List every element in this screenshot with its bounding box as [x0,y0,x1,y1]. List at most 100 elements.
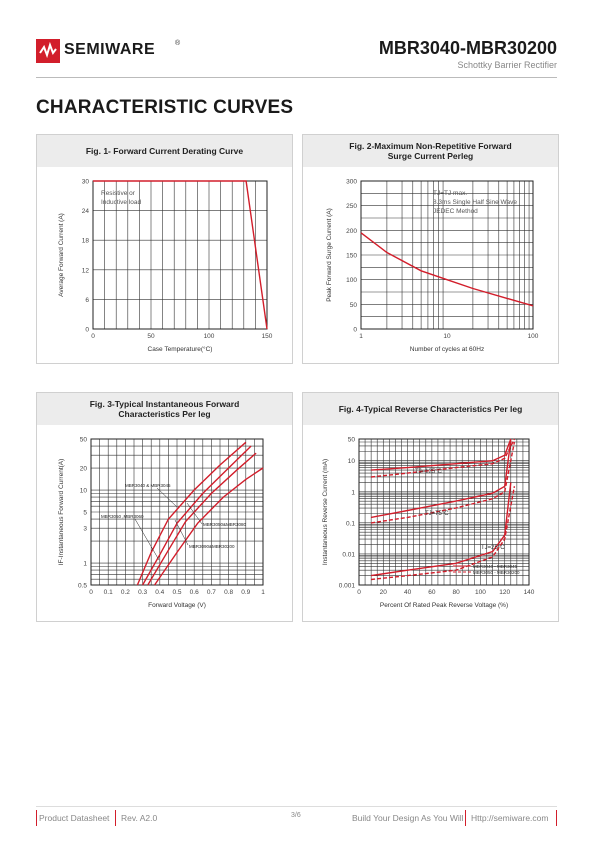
y-axis-label: IF-Instantaneous Forward Current(A) [58,459,65,566]
x-tick-label: 1 [261,589,265,596]
x-tick-label: 140 [524,589,535,596]
footer-revision: Rev. A2.0 [121,813,158,823]
x-tick-label: 100 [475,589,486,596]
series-line [141,445,252,586]
figure-4-panel: Fig. 4-Typical Reverse Characteristics P… [302,392,559,622]
chart-annotation: TJ=TJ max. [433,190,467,197]
y-tick-label: 20 [80,466,88,473]
x-axis-label: Case Temperature(°C) [148,345,213,353]
x-tick-label: 0 [89,589,93,596]
page-number: 3/6 [291,812,301,819]
y-axis-label: Peak Forward Surge Current (A) [326,208,333,302]
y-tick-label: 200 [346,228,357,235]
x-axis-label: Number of cycles at 60Hz [410,346,484,353]
chart-annotation: 8.3ms Single Half Sine Wave [433,199,517,206]
series-line [370,440,512,519]
y-tick-label: 300 [346,179,357,186]
x-axis-label: Forward Voltage (V) [148,602,206,609]
x-tick-label: 0.2 [121,589,130,596]
footer-website-link[interactable]: Http://semiware.com [471,813,549,823]
chart-annotation: Resistive or [101,190,136,197]
chart-annotation: MBR3090&MBR30200 [189,544,235,549]
x-tick-label: 1 [359,333,363,340]
brand-name: SEMIWARE [64,41,156,58]
legend-label: MBR3050 - MBR30200 [473,570,520,575]
series-line [93,180,268,330]
x-tick-label: 0 [357,589,361,596]
figure-3-panel: Fig. 3-Typical Instantaneous Forward Char… [36,392,293,622]
footer-separator [465,810,466,826]
x-tick-label: 0.6 [190,589,199,596]
y-tick-label: 50 [350,302,358,309]
part-number: MBR3040-MBR30200 [378,38,557,58]
footer-accent-right [556,810,557,826]
y-tick-label: 0.5 [78,583,87,590]
legend-label: MBR3040 - MBR3045 [473,564,518,569]
figure-2-panel: Fig. 2-Maximum Non-Repetitive Forward Sur… [302,134,559,364]
x-tick-label: 0 [91,333,95,340]
chart-annotation: Inductive load [101,199,141,206]
x-tick-label: 0.1 [104,589,113,596]
y-tick-label: 250 [346,203,357,210]
footer-doc-type: Product Datasheet [39,813,110,823]
x-tick-label: 60 [428,589,436,596]
x-tick-label: 40 [404,589,412,596]
y-tick-label: 50 [80,437,88,444]
figure-1-panel: Fig. 1- Forward Current Derating Curve 0… [36,134,293,364]
series-line [154,467,264,586]
y-tick-label: 3 [83,526,87,533]
x-tick-label: 10 [443,333,451,340]
y-tick-label: 18 [82,238,90,245]
footer-separator [115,810,116,826]
plot-frame [358,438,530,586]
semiware-logo-icon [36,39,60,63]
series-line [360,232,534,307]
series-line [371,438,512,471]
y-axis-label: Average Forward Current (A) [58,213,65,297]
y-tick-label: 1 [83,561,87,568]
figure-1-title: Fig. 1- Forward Current Derating Curve [37,135,292,167]
chart-annotation: MBR3050&MBR3080 [203,522,247,527]
series-line [371,438,516,478]
y-tick-label: 1 [351,489,355,496]
x-tick-label: 80 [453,589,461,596]
y-tick-label: 0.001 [339,583,356,590]
x-axis-label: Percent Of Rated Peak Reverse Voltage (%… [380,602,508,609]
y-tick-label: 0 [85,327,89,334]
x-tick-label: 50 [147,333,155,340]
x-tick-label: 0.3 [138,589,147,596]
series-line [147,452,257,586]
x-tick-label: 120 [499,589,510,596]
y-tick-label: 10 [80,488,88,495]
figure-3-chart: 0 0.1 0.2 0.3 0.4 0.5 0.6 0.7 0.8 0.9 1 0.5 1 3 5 10 20 5… [58,437,265,610]
y-tick-label: 5 [83,510,87,517]
series-line [370,441,516,524]
annotation-leader [134,518,160,561]
y-tick-label: 0 [353,327,357,334]
series-line [136,441,247,586]
figure-3-title: Fig. 3-Typical Instantaneous Forward Char… [37,393,292,425]
plot-frame [360,180,534,330]
chart-annotation: MBR3040 & MBR3045 [125,483,171,488]
footer-slogan: Build Your Design As You Will [352,813,464,823]
y-tick-label: 24 [82,208,90,215]
annotation-leader [174,519,189,546]
plot-frame [90,438,264,586]
product-subtitle: Schottky Barrier Rectifier [457,60,557,70]
x-tick-label: 100 [204,333,215,340]
y-tick-label: 30 [82,179,90,186]
figure-4-chart: 0 20 40 60 80 100 120 140 0.001 0.01 0.1 1 10 50 Perce… [322,437,535,610]
section-title: CHARACTERISTIC CURVES [36,97,294,118]
x-tick-label: 0.9 [241,589,250,596]
y-tick-label: 150 [346,253,357,260]
x-tick-label: 0.5 [172,589,181,596]
y-tick-label: 12 [82,267,90,274]
chart-annotation: JEDEC Method [433,208,478,215]
y-tick-label: 100 [346,277,357,284]
figure-4-title: Fig. 4-Typical Reverse Characteristics P… [303,393,558,425]
y-tick-label: 50 [348,437,356,444]
series-line [370,482,512,577]
y-tick-label: 0.01 [342,551,355,558]
y-tick-label: 10 [348,458,356,465]
figure-2-title: Fig. 2-Maximum Non-Repetitive Forward Sur… [303,135,558,167]
